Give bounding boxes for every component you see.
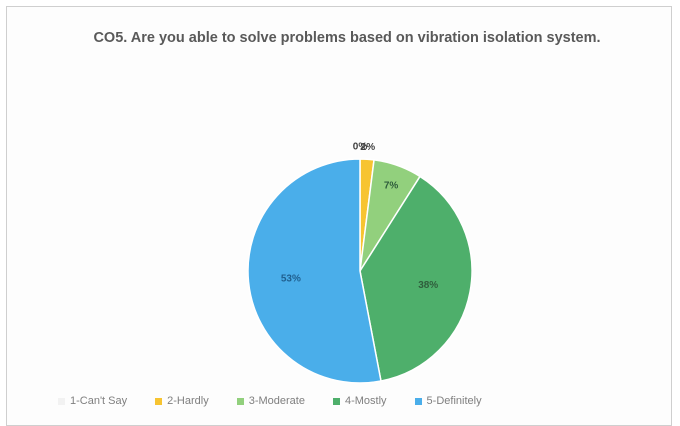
- legend-label: 1-Can't Say: [70, 395, 128, 407]
- legend-swatch: [58, 397, 65, 405]
- legend-label: 4-Mostly: [344, 395, 387, 407]
- legend-swatch: [414, 397, 422, 405]
- legend-swatch: [155, 397, 163, 405]
- data-label-3-moderate: 7%: [384, 181, 399, 192]
- legend-label: 2-Hardly: [167, 395, 209, 407]
- chart-legend: 1-Can't Say 2-Hardly 3-Moderate 4-Mostly 5-D…: [58, 395, 658, 407]
- data-label-4-mostly: 38%: [418, 280, 438, 291]
- legend-item: 3-Moderate: [236, 395, 305, 407]
- chart-title: CO5. Are you able to solve problems base…: [93, 30, 601, 46]
- data-label-1-can-t-say: 0%: [353, 142, 368, 153]
- legend-label: 3-Moderate: [248, 395, 305, 407]
- legend-item: 4-Mostly: [332, 395, 387, 407]
- legend-item: 1-Can't Say: [58, 395, 127, 407]
- data-label-2-hardly: 2%: [361, 142, 376, 153]
- pie-slice-4-mostly: [359, 175, 473, 382]
- legend-swatch: [332, 397, 340, 405]
- pie-slice-5-definitely: [247, 158, 382, 384]
- legend-swatch: [236, 397, 244, 405]
- legend-label: 5-Definitely: [426, 395, 482, 407]
- legend-item: 5-Definitely: [414, 395, 482, 407]
- data-label-5-definitely: 53%: [281, 274, 301, 285]
- legend-item: 2-Hardly: [155, 395, 209, 407]
